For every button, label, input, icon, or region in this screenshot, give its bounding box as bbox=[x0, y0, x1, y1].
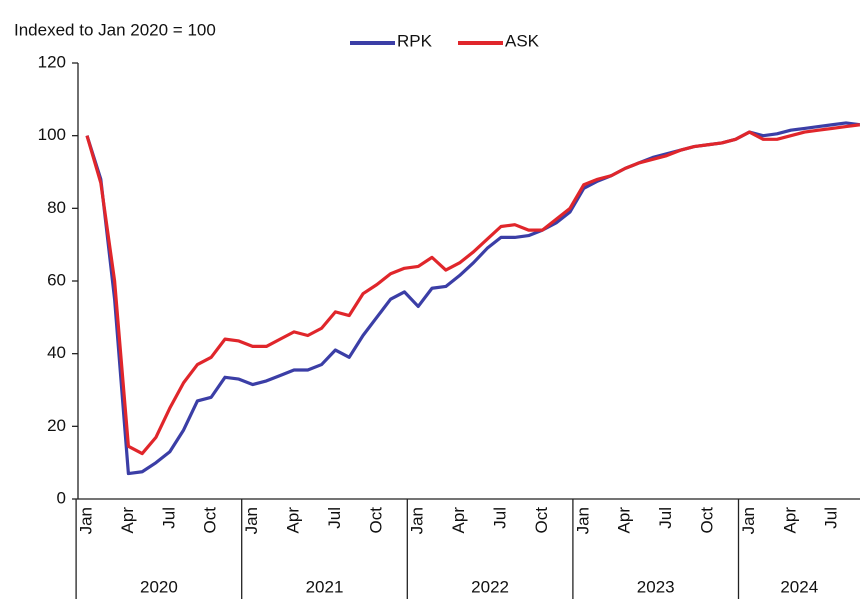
x-tick-label: Jul bbox=[656, 507, 675, 529]
x-tick-label: Apr bbox=[118, 507, 137, 534]
x-group-label: 2021 bbox=[306, 577, 344, 596]
x-tick-label: Jul bbox=[325, 507, 344, 529]
series-line bbox=[85, 123, 860, 456]
x-tick-label: Jan bbox=[573, 507, 592, 534]
x-tick-label: Apr bbox=[449, 507, 468, 534]
x-tick-label: Jul bbox=[159, 507, 178, 529]
x-tick-label: Jan bbox=[739, 507, 758, 534]
x-group-label: 2024 bbox=[780, 577, 818, 596]
x-tick-label: Oct bbox=[366, 507, 385, 534]
x-group-label: 2020 bbox=[140, 577, 178, 596]
x-tick-label: Apr bbox=[283, 507, 302, 534]
y-tick-label: 100 bbox=[38, 125, 66, 144]
x-tick-label: Jan bbox=[76, 507, 95, 534]
y-tick-label: 120 bbox=[38, 52, 66, 71]
x-tick-label: Jan bbox=[408, 507, 427, 534]
x-tick-label: Oct bbox=[532, 507, 551, 534]
y-tick-label: 80 bbox=[47, 198, 66, 217]
x-tick-label: Oct bbox=[201, 507, 220, 534]
x-tick-label: Apr bbox=[615, 507, 634, 534]
legend-label: ASK bbox=[505, 31, 540, 50]
x-tick-label: Jul bbox=[822, 507, 841, 529]
y-tick-label: 40 bbox=[47, 343, 66, 362]
x-tick-label: Oct bbox=[697, 507, 716, 534]
y-tick-label: 0 bbox=[57, 488, 66, 507]
x-group-label: 2022 bbox=[471, 577, 509, 596]
y-tick-label: 60 bbox=[47, 270, 66, 289]
series-line bbox=[85, 121, 860, 476]
y-tick-label: 20 bbox=[47, 416, 66, 435]
x-group-label: 2023 bbox=[637, 577, 675, 596]
x-tick-label: Apr bbox=[780, 507, 799, 534]
x-tick-label: Jul bbox=[490, 507, 509, 529]
chart-subtitle: Indexed to Jan 2020 = 100 bbox=[14, 20, 216, 39]
x-tick-label: Jan bbox=[242, 507, 261, 534]
legend-label: RPK bbox=[397, 31, 433, 50]
